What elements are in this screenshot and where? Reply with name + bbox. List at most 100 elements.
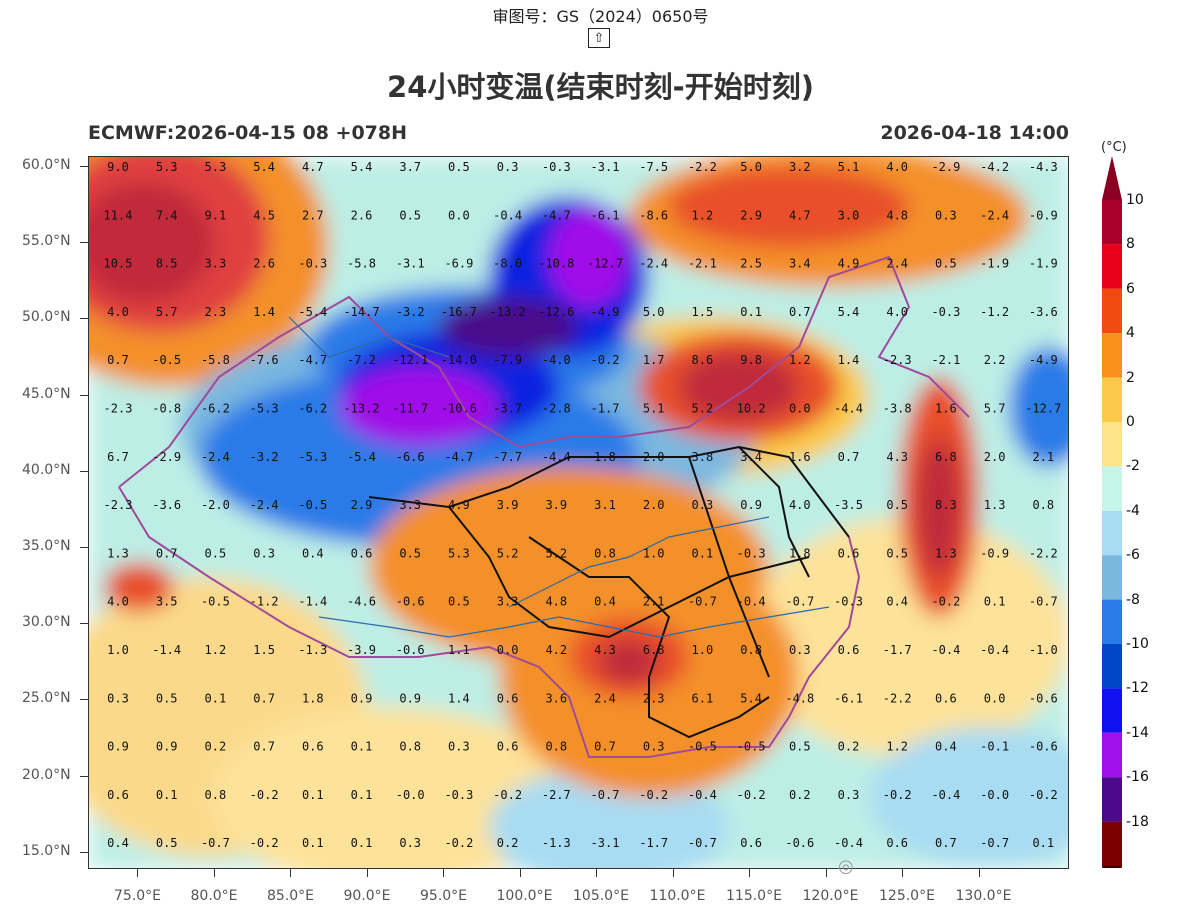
grid-value: -4.3 (1029, 160, 1058, 174)
grid-value: -6.9 (444, 257, 473, 271)
grid-value: 2.3 (205, 305, 227, 319)
grid-value: -0.2 (931, 595, 960, 609)
grid-value: -2.1 (931, 353, 960, 367)
colorbar-segment (1102, 422, 1122, 467)
grid-value: -0.1 (980, 740, 1009, 754)
grid-value: -3.1 (591, 836, 620, 850)
colorbar-segment (1102, 777, 1122, 822)
grid-value: 0.1 (351, 836, 373, 850)
colorbar-segment (1102, 555, 1122, 600)
grid-value: 1.8 (302, 691, 324, 705)
grid-value: -8.0 (493, 257, 522, 271)
grid-value: -1.9 (980, 257, 1009, 271)
upload-icon[interactable]: ⇧ (588, 28, 610, 48)
longitude-tick (596, 869, 597, 877)
grid-value: -0.2 (639, 788, 668, 802)
grid-value: -6.1 (834, 691, 863, 705)
colorbar-unit: (°C) (1101, 140, 1127, 155)
longitude-label: 115.0°E (726, 888, 782, 904)
grid-value: 5.1 (643, 402, 665, 416)
grid-value: 0.9 (399, 691, 421, 705)
grid-value: 0.6 (740, 836, 762, 850)
colorbar-segment (1102, 732, 1122, 778)
grid-value: -4.4 (542, 450, 571, 464)
longitude-label: 100.0°E (496, 888, 553, 904)
colorbar-label: -18 (1126, 813, 1149, 830)
grid-value: 1.5 (253, 643, 275, 657)
grid-value: 2.6 (351, 208, 373, 222)
grid-value: 0.7 (253, 740, 275, 754)
grid-value: 0.5 (935, 257, 957, 271)
grid-value: 0.3 (497, 160, 519, 174)
grid-value: 0.5 (156, 691, 178, 705)
grid-value: -3.7 (493, 402, 522, 416)
temperature-change-map: 9.0 5.3 5.3 5.4 4.7 5.4 3.7 0.5 0.3 -0.3 -3.1 -7.5 -… (88, 156, 1069, 869)
grid-value: 2.0 (643, 450, 665, 464)
longitude-label: 80.0°E (190, 888, 238, 904)
grid-value: -2.4 (980, 208, 1009, 222)
grid-value: 4.7 (302, 160, 324, 174)
latitude-label: 55.0°N (22, 233, 71, 250)
grid-value: 0.4 (107, 836, 129, 850)
grid-value: -7.5 (639, 160, 668, 174)
grid-value: -0.5 (152, 353, 181, 367)
grid-value: 4.0 (107, 305, 129, 319)
grid-value: 0.3 (789, 643, 811, 657)
grid-value: 0.1 (984, 595, 1006, 609)
colorbar-segment (1102, 599, 1122, 644)
grid-value: 0.6 (497, 691, 519, 705)
grid-value: -1.7 (591, 402, 620, 416)
grid-value: 8.5 (156, 257, 178, 271)
grid-value: 4.9 (448, 498, 470, 512)
grid-value: -0.2 (883, 788, 912, 802)
grid-value: -14.7 (343, 305, 379, 319)
grid-value: -4.9 (591, 305, 620, 319)
grid-value: -0.3 (298, 257, 327, 271)
grid-value: -0.4 (688, 788, 717, 802)
grid-value: 0.5 (399, 546, 421, 560)
grid-value: 3.9 (545, 498, 567, 512)
grid-value: 0.9 (156, 740, 178, 754)
grid-value: -0.5 (737, 740, 766, 754)
grid-value: -0.4 (931, 643, 960, 657)
grid-value: 0.9 (740, 498, 762, 512)
grid-value: -4.9 (1029, 353, 1058, 367)
grid-value: 1.1 (448, 643, 470, 657)
grid-value: 1.3 (935, 546, 957, 560)
grid-value: 2.6 (253, 257, 275, 271)
grid-value: -0.4 (493, 208, 522, 222)
latitude-label: 30.0°N (22, 614, 71, 631)
grid-value: -3.1 (396, 257, 425, 271)
latitude-label: 50.0°N (22, 309, 71, 326)
grid-value: 10.5 (104, 257, 133, 271)
grid-value: 5.4 (740, 691, 762, 705)
grid-value: 0.2 (205, 740, 227, 754)
grid-value: 0.3 (448, 740, 470, 754)
grid-value: 0.6 (497, 740, 519, 754)
grid-value: 1.4 (253, 305, 275, 319)
grid-value: -3.2 (396, 305, 425, 319)
grid-value: -1.2 (980, 305, 1009, 319)
grid-value: 0.3 (643, 740, 665, 754)
latitude-tick (80, 318, 88, 320)
grid-value: 0.8 (545, 740, 567, 754)
grid-value: -0.9 (1029, 208, 1058, 222)
longitude-tick (213, 869, 215, 877)
grid-value: 10.2 (737, 402, 766, 416)
grid-value: -7.7 (493, 450, 522, 464)
grid-value: -3.8 (883, 402, 912, 416)
grid-value: 0.1 (692, 546, 714, 560)
grid-value: -10.8 (538, 257, 574, 271)
grid-value: -16.7 (441, 305, 477, 319)
grid-value: 4.3 (886, 450, 908, 464)
grid-value: 3.3 (497, 595, 519, 609)
colorbar-label: 6 (1126, 280, 1135, 297)
grid-value: -3.1 (591, 160, 620, 174)
grid-value: 5.2 (545, 546, 567, 560)
longitude-tick (519, 869, 521, 877)
grid-value: 4.7 (789, 208, 811, 222)
grid-value: -0.4 (737, 595, 766, 609)
grid-value: -12.7 (587, 257, 623, 271)
grid-value: -3.2 (250, 450, 279, 464)
grid-value: -1.7 (639, 836, 668, 850)
